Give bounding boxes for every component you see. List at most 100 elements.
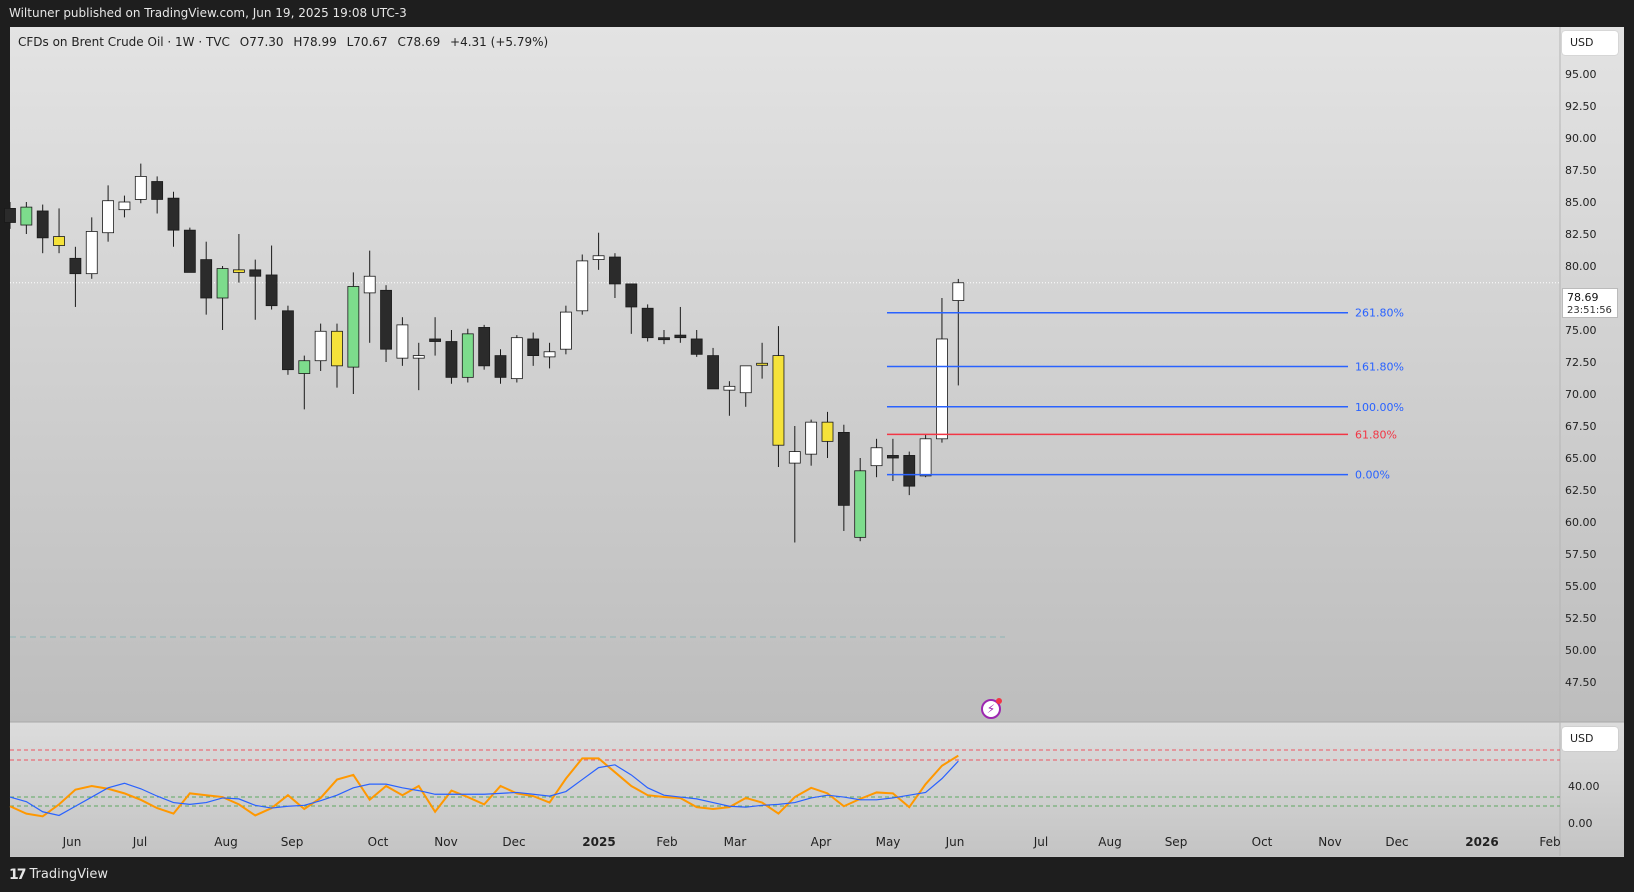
symbol-title[interactable]: CFDs on Brent Crude Oil · 1W · TVC (18, 35, 230, 49)
candle[interactable] (53, 208, 65, 254)
price-tick-label: 47.50 (1565, 676, 1597, 689)
candle[interactable] (543, 342, 556, 369)
time-tick-label: Nov (1318, 835, 1341, 849)
candle[interactable] (625, 283, 638, 334)
candle[interactable] (609, 253, 621, 298)
footer-bar: 17 TradingView (0, 858, 1634, 892)
candle[interactable] (429, 317, 442, 356)
candle[interactable] (674, 306, 687, 343)
flash-icon[interactable]: ⚡ (981, 698, 1002, 719)
candle[interactable] (478, 324, 491, 370)
candle[interactable] (200, 241, 213, 315)
candle-body (625, 283, 638, 308)
candle[interactable] (36, 204, 49, 254)
candle[interactable] (821, 411, 834, 458)
candle[interactable] (805, 419, 818, 466)
candle[interactable] (903, 451, 916, 496)
tradingview-logo[interactable]: 17 TradingView (9, 858, 108, 892)
candle[interactable] (265, 245, 278, 310)
candle[interactable] (658, 330, 670, 345)
candle[interactable] (870, 438, 883, 478)
candle[interactable] (527, 332, 540, 366)
candle-body (723, 385, 736, 391)
candle[interactable] (4, 202, 16, 229)
candle[interactable] (282, 305, 294, 375)
candle[interactable] (690, 330, 703, 357)
candle[interactable] (412, 342, 425, 391)
price-tick-label: 60.00 (1565, 516, 1597, 529)
candle[interactable] (560, 305, 572, 355)
candle[interactable] (723, 381, 736, 416)
candle-body (788, 451, 801, 464)
price-tick-label: 50.00 (1565, 644, 1597, 657)
price-tick-label: 90.00 (1565, 132, 1597, 145)
time-tick-label: Dec (502, 835, 525, 849)
candle[interactable] (445, 330, 458, 384)
candle[interactable] (756, 342, 768, 379)
candle[interactable] (380, 285, 392, 362)
candle[interactable] (510, 335, 523, 383)
price-tick-label: 80.00 (1565, 260, 1597, 273)
candle-body (20, 206, 33, 226)
candle-body (576, 260, 589, 312)
candle[interactable] (461, 328, 474, 383)
candle[interactable] (69, 246, 82, 307)
candle[interactable] (167, 191, 180, 247)
indicator-series-line[interactable] (9, 760, 959, 817)
candle-body (429, 338, 442, 342)
candle[interactable] (936, 298, 948, 443)
indicator-tick-label: 0.00 (1568, 817, 1593, 830)
candle[interactable] (314, 323, 327, 371)
candle-body (118, 201, 131, 211)
candle[interactable] (576, 254, 589, 315)
candle[interactable] (788, 426, 801, 543)
ohlc-open: O77.30 (239, 35, 284, 49)
candle[interactable] (952, 278, 965, 386)
candle-body (134, 175, 147, 200)
candle[interactable] (298, 355, 311, 410)
candle[interactable] (183, 227, 196, 273)
price-tick-label: 87.50 (1565, 164, 1597, 177)
publisher-text: Wiltuner published on TradingView.com, J… (9, 6, 407, 20)
candle[interactable] (363, 250, 376, 343)
candle[interactable] (347, 272, 360, 394)
candle-body (494, 355, 507, 378)
candle[interactable] (396, 317, 409, 366)
candle[interactable] (837, 424, 850, 531)
candle[interactable] (232, 234, 245, 283)
candle[interactable] (331, 323, 343, 388)
candle[interactable] (592, 232, 605, 270)
price-tick-label: 92.50 (1565, 100, 1597, 113)
indicator-series-line[interactable] (9, 754, 959, 818)
price-tick-label: 67.50 (1565, 420, 1597, 433)
candle-body (151, 181, 164, 200)
candle[interactable] (739, 365, 752, 407)
candle[interactable] (494, 349, 507, 384)
candle[interactable] (134, 163, 147, 204)
candle[interactable] (102, 185, 114, 242)
candle[interactable] (118, 195, 131, 218)
fib-level-label: 0.00% (1355, 469, 1390, 482)
candle-body (936, 338, 948, 440)
candle[interactable] (641, 304, 654, 342)
indicator-axis-currency-button[interactable]: USD (1562, 727, 1618, 751)
time-tick-label: Jun (945, 835, 965, 849)
candle-body (887, 455, 899, 459)
candle[interactable] (20, 202, 33, 234)
candle[interactable] (854, 458, 867, 542)
time-tick-label: Jul (1033, 835, 1048, 849)
candle[interactable] (249, 259, 262, 320)
candle[interactable] (707, 347, 719, 390)
candle[interactable] (919, 434, 932, 478)
candle[interactable] (216, 266, 229, 330)
time-tick-label: 2025 (582, 835, 615, 849)
candle-body (805, 421, 818, 455)
candle[interactable] (151, 176, 164, 214)
price-axis-currency-button[interactable]: USD (1562, 31, 1618, 55)
candle[interactable] (772, 326, 785, 467)
time-tick-label: Aug (214, 835, 237, 849)
candle-body (756, 362, 768, 366)
candle[interactable] (85, 217, 98, 279)
symbol-legend[interactable]: CFDs on Brent Crude Oil · 1W · TVC O77.3… (18, 33, 554, 51)
